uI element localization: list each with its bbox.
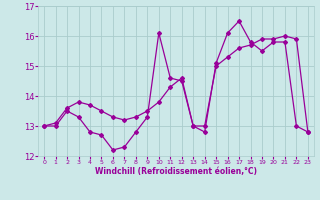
X-axis label: Windchill (Refroidissement éolien,°C): Windchill (Refroidissement éolien,°C) (95, 167, 257, 176)
